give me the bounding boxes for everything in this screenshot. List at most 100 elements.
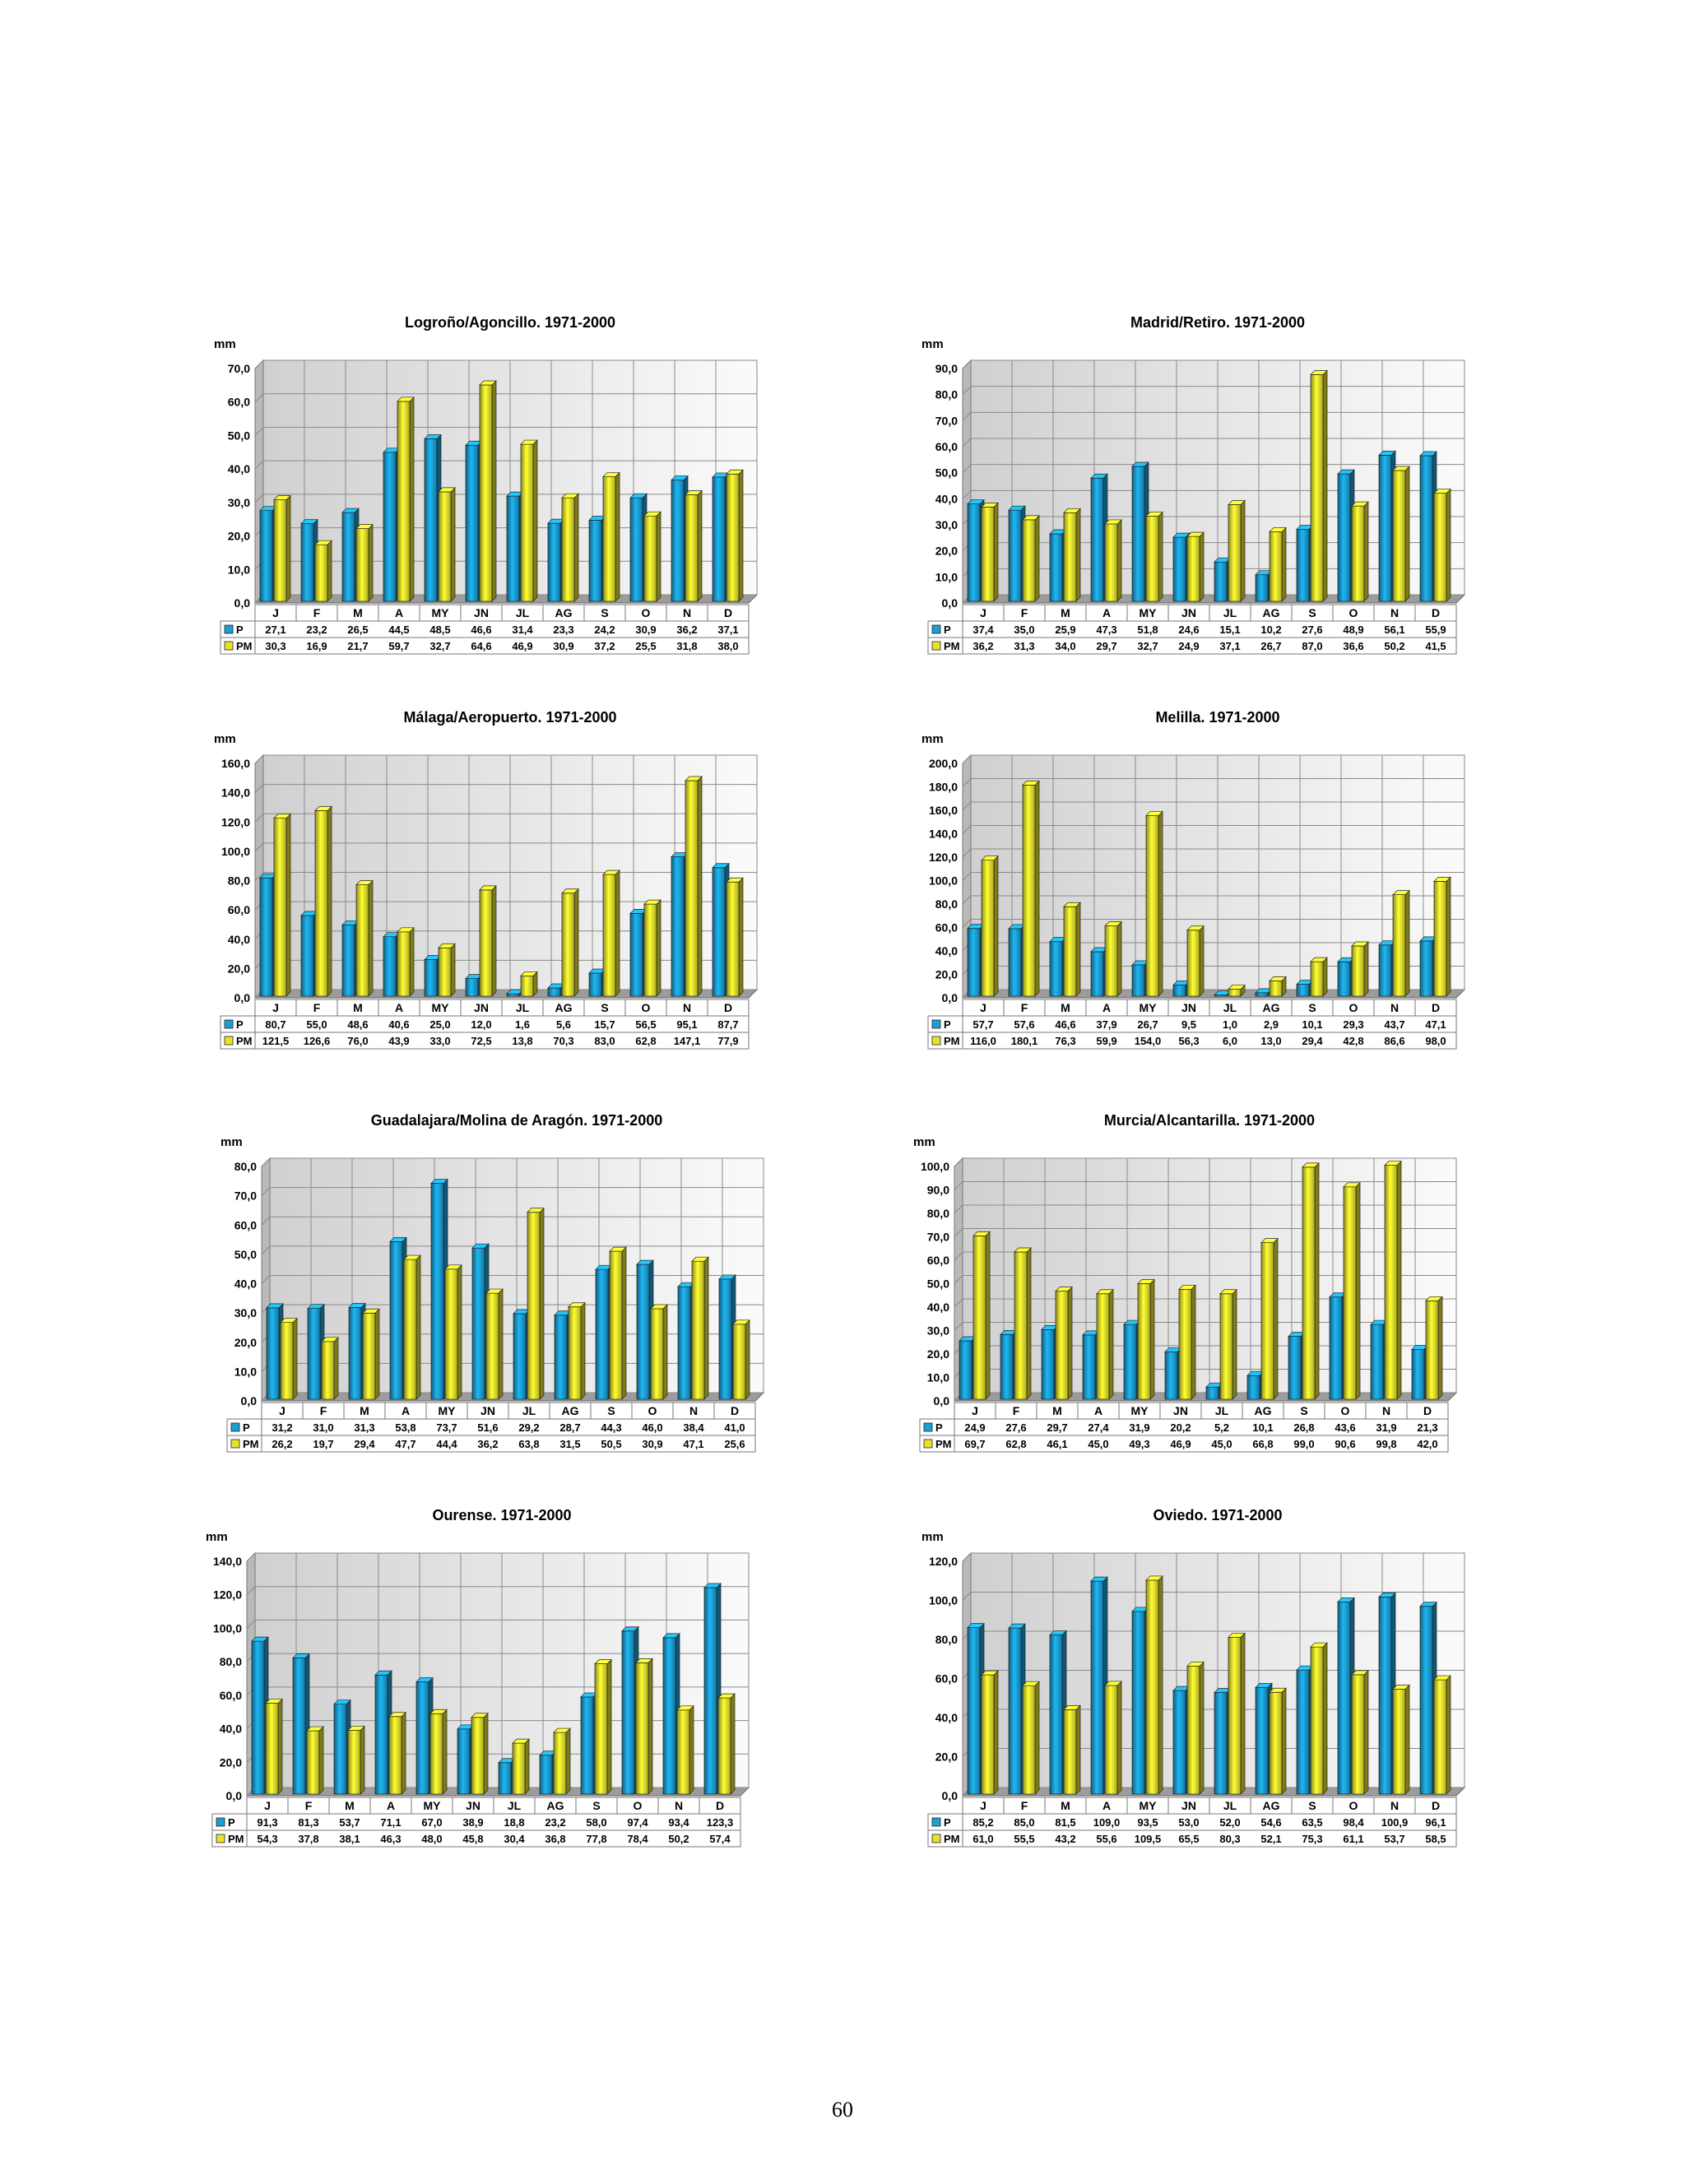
gridline-side [254,393,264,403]
bar-top [520,439,538,445]
bar-top [1063,1705,1081,1710]
data-label-PM: 72,5 [471,1035,491,1047]
bar-front [967,1627,981,1795]
bar-top [348,1303,366,1308]
y-tick-label: 10,0 [234,1365,257,1378]
data-label-PM: 66,8 [1252,1438,1273,1450]
data-label-P: 67,0 [421,1816,442,1829]
bar-top [1145,1575,1163,1581]
data-label-PM: 61,1 [1343,1833,1363,1845]
x-tick-label: A [1102,606,1111,619]
bar-side [532,439,538,602]
bar-front [732,1324,746,1400]
bar-top [1186,925,1205,931]
data-label-P: 20,2 [1170,1421,1191,1434]
data-label-PM: 30,3 [265,640,285,652]
bar-front [259,877,273,997]
bar-side [1116,920,1122,997]
x-tick-label: A [395,1001,403,1014]
bar-top [1008,505,1026,511]
bar-front [1329,1296,1343,1400]
bar-PM-A [388,1711,406,1795]
bar-front [1172,536,1186,602]
bar-front [629,913,643,997]
data-label-P: 31,2 [272,1421,292,1434]
bar-top [397,927,415,933]
bar-front [251,1640,265,1795]
bar-PM-MY [438,487,456,602]
gridline-side [254,813,264,823]
bar-side [1446,488,1451,602]
bar-PM-N [685,776,703,997]
bar-side [360,1725,365,1795]
data-label-PM: 65,5 [1178,1833,1199,1845]
data-label-P: 37,9 [1096,1018,1116,1031]
bar-front [1008,1627,1022,1795]
data-label-PM: 87,0 [1302,640,1322,652]
data-label-P: 24,9 [964,1421,985,1434]
bar-side [1034,780,1040,997]
bar-side [703,1256,709,1400]
legend-label-PM: PM [944,640,960,652]
y-tick-label: 40,0 [927,1301,949,1314]
bar-front [1049,941,1063,997]
bar-front [685,780,699,997]
data-label-PM: 69,7 [964,1438,985,1450]
y-tick-label: 60,0 [935,921,958,934]
bar-PM-O [1351,941,1369,997]
bar-front [273,499,287,602]
y-tick-label: 40,0 [228,462,250,475]
x-tick-label: F [1013,1404,1020,1417]
y-unit-label: mm [921,1530,944,1544]
bar-top [1145,512,1163,517]
bar-PM-J [972,1231,991,1400]
data-label-PM: 64,6 [471,640,491,652]
data-label-P: 81,5 [1055,1816,1075,1829]
legend-label-PM: PM [228,1833,244,1845]
bar-top [438,943,456,948]
table-row-PM [927,1829,1457,1848]
y-tick-label: 140,0 [221,786,250,800]
x-tick-label: J [264,1799,271,1812]
bar-front [1337,1601,1351,1795]
bar-front [553,1732,567,1795]
x-tick-label: MY [1140,606,1158,619]
bar-PM-AG [1269,526,1287,602]
x-tick-label: MY [1131,1404,1149,1417]
y-tick-label: 80,0 [935,388,958,401]
y-tick-label: 20,0 [228,530,250,543]
bar-side [1232,1288,1237,1400]
bar-top [1384,1161,1402,1166]
bar-side [1322,1642,1328,1795]
bar-side [656,511,661,602]
bar-front [691,1260,705,1400]
data-label-P: 23,3 [553,624,573,636]
x-tick-label: D [724,1001,732,1014]
data-label-P: 21,3 [1417,1421,1437,1434]
bar-front [1214,1692,1228,1795]
data-label-PM: 38,0 [717,640,738,652]
y-tick-label: 70,0 [927,1231,949,1244]
bar-top [1425,1296,1443,1301]
x-tick-label: JL [1223,1799,1237,1812]
bar-front [273,818,287,997]
bar-PM-D [1433,488,1451,602]
bar-front [1433,881,1447,997]
y-unit-label: mm [214,337,236,351]
y-tick-label: 50,0 [927,1277,949,1291]
data-label-PM: 47,1 [683,1438,703,1450]
bar-front [397,931,411,997]
bar-PM-F [306,1726,324,1795]
y-tick-label: 120,0 [221,815,250,828]
bar-side [697,489,703,602]
x-tick-label: D [716,1799,724,1812]
data-label-PM: 47,7 [395,1438,415,1450]
data-label-P: 27,6 [1302,624,1322,636]
bar-front [1246,1375,1260,1400]
bar-PM-M [347,1725,365,1795]
bar-front [1104,523,1118,602]
bar-front [635,1662,649,1795]
bar-front [444,1268,458,1400]
data-label-PM: 63,8 [518,1438,539,1450]
x-tick-label: AG [1255,1404,1272,1417]
